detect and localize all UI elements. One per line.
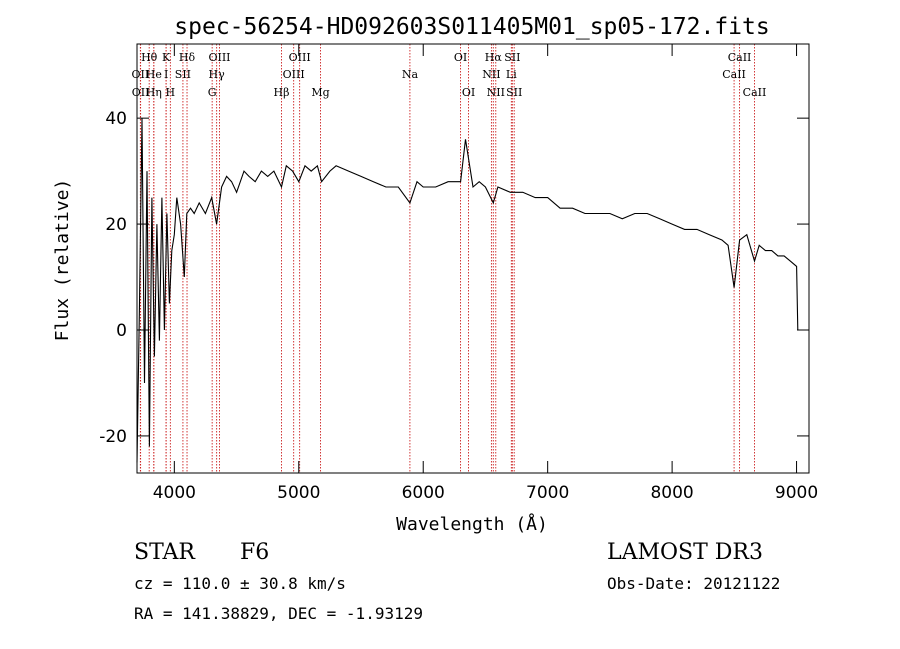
line-label: Hα: [485, 51, 503, 64]
line-label: SII: [504, 51, 520, 64]
line-label: OI: [462, 86, 475, 99]
plot-frame: [136, 43, 810, 474]
x-tick-label: 8000: [650, 483, 693, 503]
line-labels: OII OII Hθ He Hη KIH SII Hδ OIII Hγ G Hβ OIII OIII Mg N…: [132, 51, 767, 99]
object-class: STAR: [134, 540, 195, 565]
line-label: Hθ: [141, 51, 158, 64]
y-tick-label: -20: [99, 427, 127, 447]
line-label: H: [166, 86, 176, 99]
line-label: Mg: [311, 86, 329, 99]
spectrum-chart: OII OII Hθ He Hη KIH SII Hδ OIII Hγ G Hβ OIII OIII Mg N…: [52, 14, 818, 535]
line-label: NII: [487, 86, 505, 99]
y-tick-label: 20: [105, 215, 127, 235]
line-label: CaII: [722, 68, 746, 81]
line-label: OII: [132, 86, 150, 99]
x-axis-label: Wavelength (Å): [396, 513, 548, 535]
emission-line-markers: [139, 44, 755, 473]
line-label: NII: [482, 68, 500, 81]
line-label: OIII: [283, 68, 305, 81]
line-label: SII: [175, 68, 191, 81]
line-label: SII: [506, 86, 522, 99]
line-label: OIII: [208, 51, 230, 64]
line-label: OIII: [289, 51, 311, 64]
x-tick-label: 5000: [277, 483, 320, 503]
y-tick-label: 40: [105, 109, 127, 129]
x-tick-label: 4000: [153, 483, 196, 503]
y-axis-label: Flux (relative): [52, 179, 73, 342]
line-label: Hβ: [274, 86, 290, 99]
ra-dec-coordinates: RA = 141.38829, DEC = -1.93129: [134, 604, 423, 623]
line-label: He: [146, 68, 162, 81]
line-label: Hδ: [179, 51, 196, 64]
line-label: Na: [402, 68, 419, 81]
spectral-subclass: F6: [240, 540, 270, 565]
x-tick-label: 9000: [775, 483, 818, 503]
survey-name: LAMOST DR3: [607, 540, 763, 565]
axis-ticks: 4000 5000 6000 7000 8000 9000 -20 0 20 40: [99, 44, 818, 503]
line-label: OII: [132, 68, 150, 81]
line-label: Li: [506, 68, 517, 81]
spectrum-line: [136, 118, 799, 463]
y-tick-label: 0: [116, 321, 127, 341]
x-tick-label: 7000: [526, 483, 569, 503]
line-label: CaII: [728, 51, 752, 64]
line-label: K: [162, 51, 171, 64]
line-label: G: [208, 86, 217, 99]
line-label: Hη: [146, 86, 162, 99]
line-label: Hγ: [209, 68, 226, 81]
redshift-velocity: cz = 110.0 ± 30.8 km/s: [134, 574, 346, 593]
line-label: OI: [454, 51, 467, 64]
line-label: CaII: [743, 86, 767, 99]
line-label: I: [164, 68, 168, 81]
observation-date: Obs-Date: 20121122: [607, 574, 781, 593]
x-tick-label: 6000: [402, 483, 445, 503]
chart-title: spec-56254-HD092603S011405M01_sp05-172.f…: [174, 14, 769, 40]
